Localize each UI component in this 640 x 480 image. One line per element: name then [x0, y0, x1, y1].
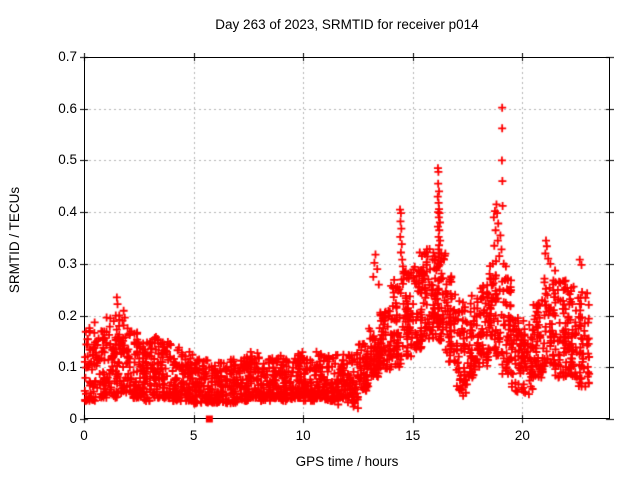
x-tick-label: 0: [80, 428, 88, 443]
x-tick-label: 15: [405, 428, 421, 443]
y-tick-label: 0.4: [58, 204, 77, 220]
y-axis-title: SRMTID / TECUs: [7, 186, 22, 294]
y-tick-label: 0.6: [58, 100, 77, 116]
y-tick-label: 0.2: [58, 307, 77, 323]
y-tick-label: 0.7: [58, 49, 77, 64]
chart-title: Day 263 of 2023, SRMTID for receiver p01…: [215, 17, 479, 32]
y-tick-label: 0.5: [58, 152, 77, 168]
y-tick-label: 0.1: [58, 359, 77, 375]
x-axis-title: GPS time / hours: [295, 454, 399, 469]
x-tick-label: 10: [295, 428, 311, 443]
x-tick-label: 5: [189, 428, 198, 443]
y-tick-label: 0.3: [58, 255, 77, 271]
scatter-plot-canvas: [80, 53, 614, 425]
y-tick-label: 0: [69, 411, 77, 426]
x-tick-label: 20: [514, 428, 530, 443]
